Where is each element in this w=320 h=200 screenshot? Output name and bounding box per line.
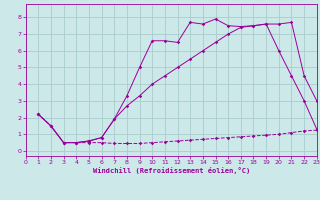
X-axis label: Windchill (Refroidissement éolien,°C): Windchill (Refroidissement éolien,°C): [92, 167, 250, 174]
